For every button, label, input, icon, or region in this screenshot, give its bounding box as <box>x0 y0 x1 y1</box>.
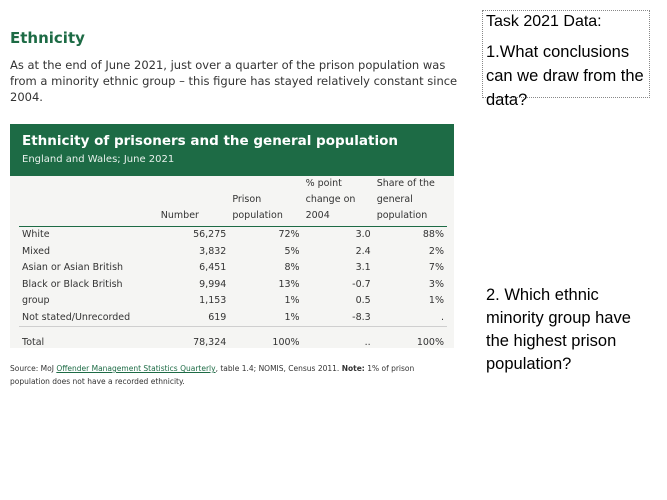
cell-number: 6,451 <box>199 262 227 274</box>
total-general-share: 100% <box>373 326 447 355</box>
cell-point-change: 2.4 <box>355 245 371 257</box>
cell-prison-share: 8% <box>284 262 300 274</box>
task-title: Task 2021 Data: <box>486 13 602 30</box>
cell-point-change: 3.0 <box>355 229 371 241</box>
column-header-point-change: % point change on 2004 <box>302 176 374 227</box>
cell-point-change: -8.3 <box>352 311 371 323</box>
cell-general-share: 2% <box>428 245 444 257</box>
column-header-number: Number <box>157 176 230 227</box>
question-2: 2. Which ethnic minority group have the … <box>486 286 631 373</box>
question-1: 1.What conclusions can we draw from the … <box>486 43 644 109</box>
ethnicity-data-table: Number Prison population % point change … <box>19 176 447 355</box>
cell-point-change: 0.5 <box>355 295 371 307</box>
column-header-group <box>19 176 158 227</box>
table-title: Ethnicity of prisoners and the general p… <box>22 133 398 149</box>
table-header-banner: Ethnicity of prisoners and the general p… <box>10 124 454 176</box>
cell-number: 9,994 <box>199 278 227 290</box>
cell-prison-share: 1% <box>284 295 300 307</box>
cell-number: 56,275 <box>193 229 227 241</box>
column-header-general-share: Share of the general population <box>373 176 447 227</box>
table-header-row: Number Prison population % point change … <box>19 176 447 227</box>
total-prison-share: 100% <box>229 326 303 355</box>
cell-point-change: -0.7 <box>352 278 371 290</box>
intro-paragraph: As at the end of June 2021, just over a … <box>10 58 458 104</box>
task-textbox[interactable] <box>482 10 650 98</box>
source-prefix: Source: MoJ <box>10 364 57 373</box>
table-row: Mixed 3,832 5% 2.4 2% <box>19 244 447 261</box>
cell-number: 619 <box>208 311 227 323</box>
total-number: 78,324 <box>157 326 230 355</box>
note-text: 1% of prison population does not have a … <box>10 364 415 386</box>
table-row: group 1,153 1% 0.5 1% <box>19 293 447 310</box>
table-row: Not stated/Unrecorded 619 1% -8.3 . <box>19 310 447 327</box>
cell-point-change: 3.1 <box>355 262 371 274</box>
cell-general-share: 7% <box>428 262 444 274</box>
cell-general-share: 3% <box>428 278 444 290</box>
source-link[interactable]: Offender Management Statistics Quarterly <box>56 364 216 373</box>
cell-prison-share: 1% <box>284 311 300 323</box>
cell-general-share: 1% <box>428 295 444 307</box>
section-heading: Ethnicity <box>10 29 85 47</box>
table-row: Asian or Asian British 6,451 8% 3.1 7% <box>19 260 447 277</box>
source-note: Source: MoJ Offender Management Statisti… <box>10 362 450 388</box>
row-label: Asian or Asian British <box>22 262 124 274</box>
cell-prison-share: 13% <box>278 278 300 290</box>
table-row: White 56,275 72% 3.0 88% <box>19 227 447 244</box>
cell-prison-share: 5% <box>284 245 300 257</box>
row-label: Black or Black British <box>22 278 123 290</box>
cell-general-share: . <box>440 311 444 323</box>
ethnicity-table-card: Ethnicity of prisoners and the general p… <box>10 124 454 355</box>
note-label: Note: <box>341 364 365 373</box>
row-label: group <box>22 295 50 307</box>
cell-number: 1,153 <box>199 295 227 307</box>
cell-prison-share: 72% <box>278 229 300 241</box>
table-subtitle: England and Wales; June 2021 <box>22 154 175 165</box>
total-point-change: .. <box>302 326 374 355</box>
row-label: White <box>22 229 50 241</box>
table-row: Black or Black British 9,994 13% -0.7 3% <box>19 277 447 294</box>
cell-general-share: 88% <box>422 229 444 241</box>
source-middle: , table 1.4; NOMIS, Census 2011. <box>215 364 342 373</box>
row-label: Not stated/Unrecorded <box>22 311 131 323</box>
table-total-row: Total 78,324 100% .. 100% <box>19 326 447 355</box>
row-label: Mixed <box>22 245 51 257</box>
cell-number: 3,832 <box>199 245 227 257</box>
column-header-prison-population: Prison population <box>229 176 303 227</box>
total-label: Total <box>19 326 158 355</box>
